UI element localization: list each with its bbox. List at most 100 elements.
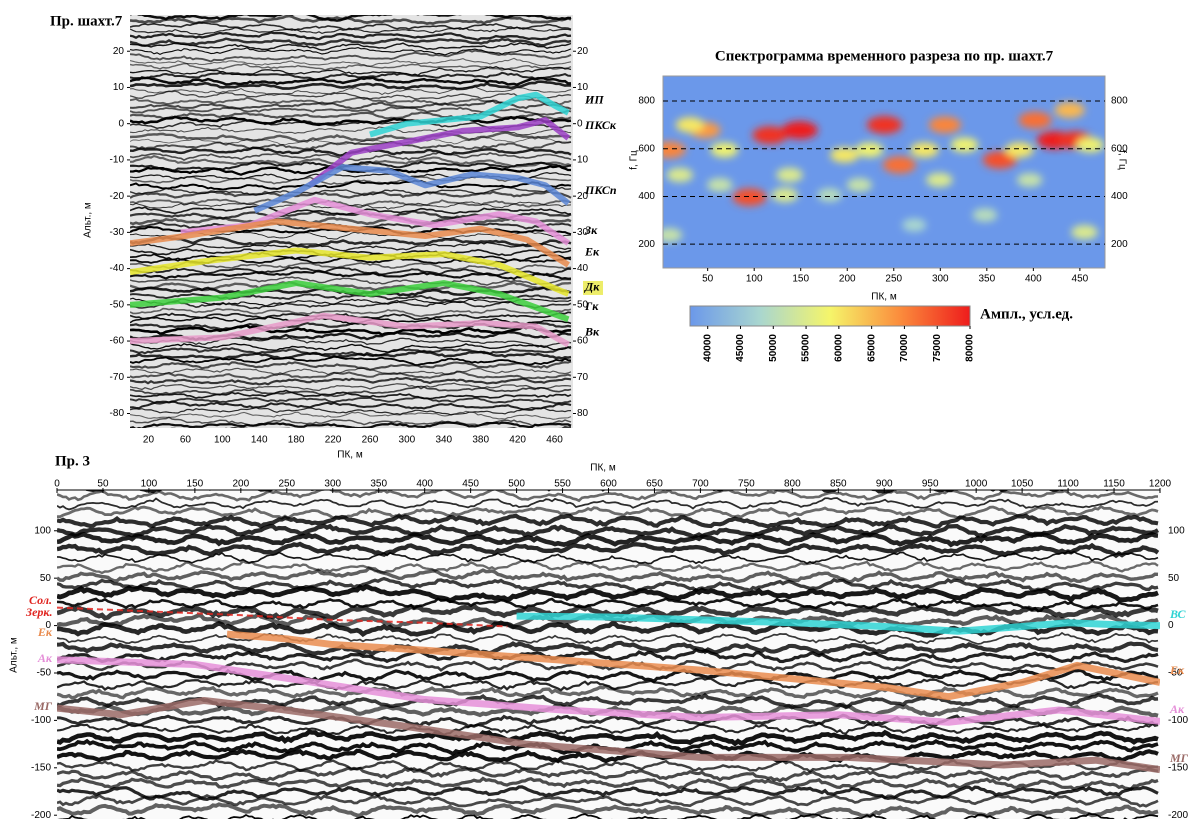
y-tick-label: -80 bbox=[110, 408, 125, 419]
y2-tick-label: 70 bbox=[577, 372, 589, 383]
x-tick-label: 1100 bbox=[1057, 479, 1079, 490]
horizon-label: ВС bbox=[1170, 606, 1186, 621]
horizon-line bbox=[57, 606, 508, 628]
heat-spot bbox=[707, 177, 733, 193]
seismic-texture bbox=[130, 15, 573, 428]
seismic-trace bbox=[57, 647, 1159, 664]
seismic-trace bbox=[130, 80, 572, 91]
seismic-trace bbox=[130, 62, 572, 71]
heat-spot bbox=[675, 117, 705, 133]
seismic-trace bbox=[130, 99, 572, 110]
seismic-trace bbox=[130, 111, 572, 121]
y2-tick-label: -150 bbox=[1168, 762, 1188, 773]
horizon-label: Дк bbox=[584, 280, 600, 294]
y-tick-label: -200 bbox=[31, 810, 51, 819]
label-highlight bbox=[583, 280, 603, 295]
horizon-label: Сол. Зерк. bbox=[26, 592, 53, 619]
horizon-label: Ак bbox=[37, 650, 52, 665]
heatmap-background bbox=[663, 76, 1105, 268]
horizon-label: Ек bbox=[1170, 663, 1185, 678]
heatmap-cells bbox=[663, 102, 1104, 243]
y2-tick-label: 0 bbox=[1168, 620, 1174, 631]
colorbar-label: Ампл., усл.ед. bbox=[980, 306, 1073, 322]
x-tick-label: 950 bbox=[922, 479, 939, 490]
x-tick-label: 400 bbox=[416, 479, 433, 490]
seismic-texture bbox=[57, 490, 1160, 819]
y-tick-label: -20 bbox=[110, 191, 125, 202]
x-tick-label: 350 bbox=[978, 274, 995, 285]
x-axis-label: ПК, м bbox=[590, 463, 616, 474]
x-tick-label: 300 bbox=[932, 274, 949, 285]
horizon-label: Ек bbox=[37, 625, 52, 640]
chart-title: Спектрограмма временного разреза по пр. … bbox=[715, 48, 1054, 64]
x-tick-label: 550 bbox=[554, 479, 571, 490]
y-tick-label: 400 bbox=[638, 191, 655, 202]
y-tick-label: -40 bbox=[110, 263, 125, 274]
x-tick-label: 900 bbox=[876, 479, 893, 490]
y-tick-label: -100 bbox=[31, 715, 51, 726]
chart-title: Пр. 3 bbox=[55, 453, 90, 469]
y2-tick-label: 50 bbox=[577, 299, 589, 310]
seismic-trace bbox=[130, 42, 572, 51]
y2-tick-label: 20 bbox=[577, 191, 589, 202]
heat-spot bbox=[866, 116, 903, 134]
y-tick-label: 20 bbox=[113, 46, 125, 57]
seismic-trace bbox=[57, 559, 1159, 575]
seismic-trace bbox=[130, 355, 572, 366]
y2-tick-label: -200 bbox=[1168, 810, 1188, 819]
seismic-trace bbox=[130, 400, 572, 411]
y-axis-label: f, Гц bbox=[629, 150, 640, 170]
x-tick-label: 1050 bbox=[1011, 479, 1034, 490]
x-tick-label: 1150 bbox=[1103, 479, 1125, 490]
x-tick-label: 140 bbox=[251, 435, 268, 446]
colorbar-tick-label: 50000 bbox=[768, 334, 779, 362]
heat-spot bbox=[663, 141, 686, 159]
colorbar-tick-label: 80000 bbox=[965, 334, 976, 362]
seismic-trace bbox=[130, 270, 572, 281]
horizon-line bbox=[57, 656, 1160, 726]
colorbar-tick-label: 40000 bbox=[702, 334, 713, 362]
y-tick-label: -60 bbox=[110, 336, 125, 347]
seismic-trace bbox=[57, 684, 1159, 700]
horizons bbox=[130, 91, 571, 348]
seismic-trace bbox=[130, 241, 572, 252]
seismic-trace bbox=[130, 201, 572, 210]
seismic-trace bbox=[130, 297, 572, 308]
colorbar-tick-label: 60000 bbox=[833, 334, 844, 362]
y-tick-label: 10 bbox=[113, 82, 125, 93]
y2-tick-label: 200 bbox=[1111, 239, 1128, 250]
x-tick-label: 150 bbox=[187, 479, 204, 490]
seismic-trace bbox=[57, 776, 1159, 791]
seismic-trace bbox=[57, 603, 1159, 621]
horizon-line bbox=[130, 312, 570, 348]
horizon-line bbox=[253, 164, 571, 214]
seismic-trace bbox=[130, 57, 572, 67]
colorbar-tick-label: 45000 bbox=[735, 334, 746, 362]
seismic-trace bbox=[57, 531, 1159, 548]
x-tick-label: 800 bbox=[784, 479, 801, 490]
colorbar-tick-label: 55000 bbox=[801, 334, 812, 362]
x-tick-label: 460 bbox=[546, 435, 563, 446]
seismic-trace bbox=[57, 550, 1159, 565]
seismic-trace bbox=[130, 31, 572, 42]
x-tick-label: 450 bbox=[1072, 274, 1089, 285]
seismic-trace bbox=[130, 416, 572, 427]
heat-spot bbox=[781, 121, 818, 140]
seismic-trace bbox=[130, 115, 572, 127]
heat-spot bbox=[950, 137, 979, 153]
heat-spot bbox=[752, 126, 788, 145]
seismic-trace bbox=[130, 382, 572, 392]
x-tick-label: 300 bbox=[324, 479, 341, 490]
x-tick-label: 600 bbox=[600, 479, 617, 490]
seismic-trace bbox=[57, 631, 1159, 645]
seismic-trace bbox=[130, 370, 572, 381]
seismic-trace bbox=[130, 360, 572, 371]
seismic-trace bbox=[130, 164, 571, 176]
seismic-trace bbox=[130, 406, 572, 416]
seismic-trace bbox=[130, 276, 572, 286]
seismic-trace bbox=[57, 766, 1159, 783]
seismic-trace bbox=[130, 410, 572, 420]
colorbar-tick-label: 75000 bbox=[932, 334, 943, 362]
horizon-label: Вк bbox=[584, 324, 600, 338]
seismic-trace bbox=[130, 140, 572, 151]
